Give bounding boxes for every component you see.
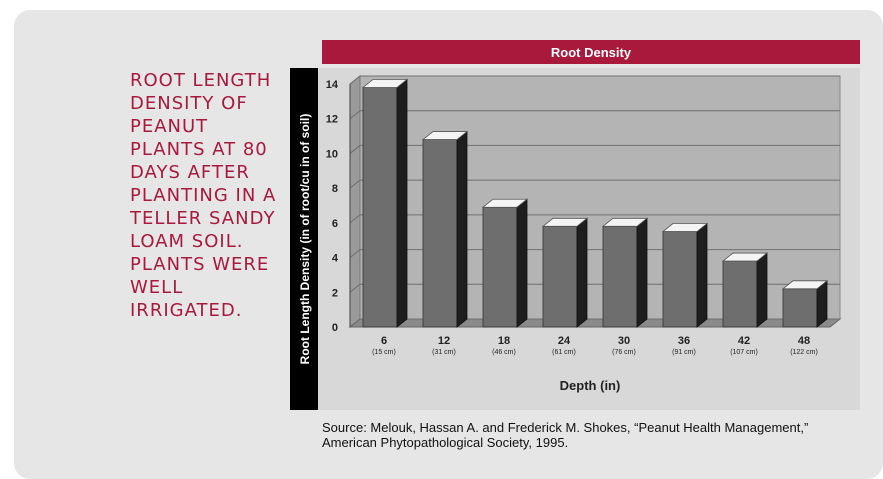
y-tick-label: 2 [332,287,338,299]
x-tick-sublabel: (61 cm) [552,349,576,356]
plot-side-wall [349,74,361,329]
bar-top [481,198,529,208]
y-tick-label: 14 [326,79,339,91]
bar-front [422,139,458,328]
y-axis-label-bar [290,68,318,410]
bar-side [576,217,588,328]
x-tick-label: 48 [798,335,810,347]
bar-top [661,223,709,232]
y-tick-label: 4 [332,253,339,265]
x-tick-sublabel: (31 cm) [432,349,456,356]
x-tick-sublabel: (46 cm) [492,349,516,356]
x-tick-label: 24 [558,335,571,347]
chart-title: Root Density [551,45,632,60]
source-citation: Source: Melouk, Hassan A. and Frederick … [322,420,809,450]
bar-top [541,217,589,227]
gridline [349,75,840,85]
y-tick-label: 12 [326,114,338,126]
bar-front [542,225,578,328]
y-axis-label: Root Length Density (in of root/cu in of… [298,114,312,365]
y-tick-label: 10 [326,148,338,160]
bar-side [756,252,768,328]
root-density-chart: Root Density Root Length Density (in of … [290,40,860,410]
x-axis-label: Depth (in) [560,378,621,393]
bar-top [421,131,469,140]
x-tick-label: 6 [381,335,387,347]
figure-caption: ROOT LENGTH DENSITY OF PEANUT PLANTS AT … [130,70,277,321]
x-tick-label: 30 [618,335,630,347]
bar-side [396,78,408,328]
x-tick-label: 36 [678,335,690,347]
bar-front [782,288,818,328]
bar-top [781,280,829,290]
gridline [349,110,840,120]
bar-top [601,217,649,227]
x-tick-label: 18 [498,335,510,347]
bar-side [516,198,528,328]
x-tick-sublabel: (76 cm) [612,349,636,356]
y-tick-label: 8 [332,183,338,195]
x-tick-sublabel: (91 cm) [672,349,696,356]
chart-figure: Root Density Root Length Density (in of … [290,40,860,410]
bar-front [482,206,518,328]
bar-side [636,217,648,328]
bar-top [361,79,409,88]
gridline [349,214,840,224]
bar-front [602,225,638,328]
bar-front [722,260,758,328]
bar-side [456,130,468,328]
bar-top [721,252,769,262]
bar-side [696,222,708,328]
bar-front [362,87,398,328]
x-tick-label: 42 [738,335,750,347]
bar-front [662,231,698,328]
x-tick-sublabel: (15 cm) [372,349,396,356]
x-tick-sublabel: (107 cm) [730,349,758,356]
chart-title-bar [322,40,860,64]
x-tick-sublabel: (122 cm) [790,349,818,356]
y-tick-label: 0 [332,322,338,334]
gridline [349,144,840,154]
x-tick-label: 12 [438,335,450,347]
y-tick-label: 6 [332,218,338,230]
gridline [349,179,840,189]
